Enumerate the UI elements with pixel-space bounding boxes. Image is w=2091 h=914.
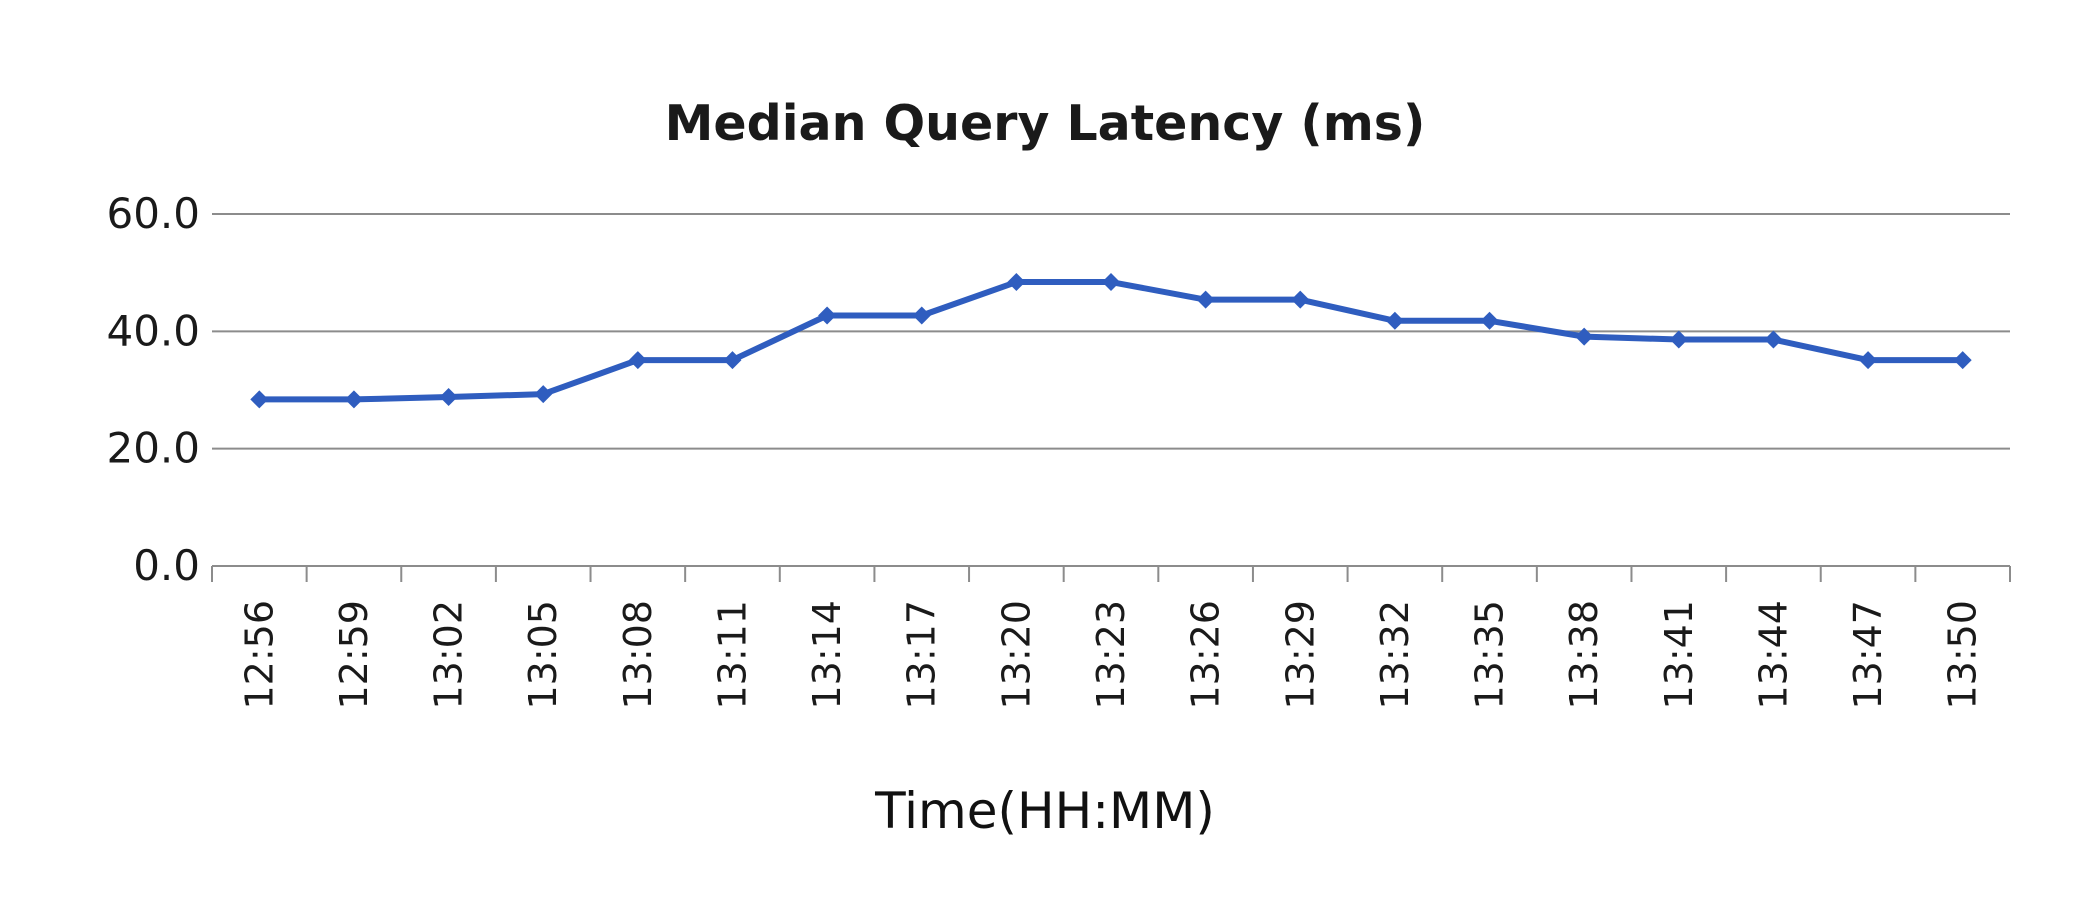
x-tick-label: 13:50 [1941,600,1985,710]
data-point [1196,290,1215,309]
x-tick-label: 13:20 [994,600,1038,710]
y-tick-label: 0.0 [133,541,200,590]
x-tick-label: 13:35 [1468,600,1512,710]
x-tick-label: 13:17 [900,600,944,710]
x-tick-label: 13:26 [1184,600,1228,710]
data-point [1102,273,1120,292]
x-tick-label: 13:41 [1657,600,1701,710]
y-tick-label: 20.0 [106,424,200,473]
data-point [818,306,837,325]
data-point [534,385,553,404]
data-point [1575,327,1594,346]
data-point [1953,351,1972,370]
y-tick-label: 40.0 [106,306,200,355]
x-axis-ticks: 12:56 12:59 13:02 13:05 13:08 13:11 13:14 13:17… [237,600,1984,710]
y-axis-ticks: 0.0 20.0 40.0 60.0 [106,189,200,590]
data-point [1669,330,1688,349]
x-tick-label: 13:14 [805,600,849,710]
data-point [439,388,458,407]
x-axis [211,565,2011,582]
data-point [1291,290,1310,309]
x-tick-label: 13:29 [1278,600,1322,710]
x-tick-label: 13:44 [1751,600,1795,710]
data-point [250,390,269,409]
x-tick-label: 13:02 [427,600,471,710]
series-group [250,273,1972,409]
data-point [1764,330,1783,349]
x-tick-label: 13:38 [1562,600,1606,710]
x-tick-label: 13:32 [1373,600,1417,710]
x-tick-label: 13:05 [521,600,565,710]
data-point [1859,351,1878,370]
x-tick-label: 12:56 [237,600,281,710]
data-point [723,351,742,370]
data-point [1007,273,1026,292]
x-tick-label: 12:59 [332,600,376,710]
data-point [628,351,647,370]
x-tick-label: 13:08 [616,600,660,710]
data-point [1385,311,1404,330]
x-tick-label: 13:47 [1846,600,1890,710]
y-tick-label: 60.0 [106,189,200,238]
data-point [912,306,931,325]
x-tick-label: 13:23 [1089,600,1133,710]
gridlines [212,213,2010,450]
x-tick-label: 13:11 [710,600,754,710]
data-point [344,390,363,409]
data-point [1480,311,1499,330]
series-line [256,279,1966,403]
x-axis-label: Time(HH:MM) [874,782,1215,840]
chart-title: Median Query Latency (ms) [665,95,1426,152]
